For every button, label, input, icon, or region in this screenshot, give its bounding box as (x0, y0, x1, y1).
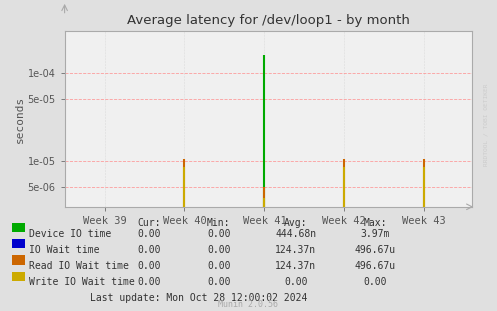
Text: Last update: Mon Oct 28 12:00:02 2024: Last update: Mon Oct 28 12:00:02 2024 (90, 293, 308, 303)
Text: Avg:: Avg: (284, 218, 308, 228)
Text: RRDTOOL / TOBI OETIKER: RRDTOOL / TOBI OETIKER (483, 83, 488, 166)
Text: Write IO Wait time: Write IO Wait time (29, 277, 135, 287)
Text: 0.00: 0.00 (284, 277, 308, 287)
Text: IO Wait time: IO Wait time (29, 245, 99, 255)
Text: 496.67u: 496.67u (355, 261, 396, 271)
Text: 0.00: 0.00 (207, 229, 231, 239)
Text: 0.00: 0.00 (137, 261, 161, 271)
Text: 3.97m: 3.97m (360, 229, 390, 239)
Text: 0.00: 0.00 (207, 277, 231, 287)
Text: 124.37n: 124.37n (275, 261, 316, 271)
Title: Average latency for /dev/loop1 - by month: Average latency for /dev/loop1 - by mont… (127, 14, 410, 27)
Text: Cur:: Cur: (137, 218, 161, 228)
Text: Read IO Wait time: Read IO Wait time (29, 261, 129, 271)
Text: 0.00: 0.00 (137, 277, 161, 287)
Text: 496.67u: 496.67u (355, 245, 396, 255)
Text: Max:: Max: (363, 218, 387, 228)
Text: 0.00: 0.00 (207, 261, 231, 271)
Text: 0.00: 0.00 (137, 229, 161, 239)
Text: Munin 2.0.56: Munin 2.0.56 (219, 300, 278, 309)
Text: 0.00: 0.00 (363, 277, 387, 287)
Text: Device IO time: Device IO time (29, 229, 111, 239)
Y-axis label: seconds: seconds (15, 95, 25, 142)
Text: 0.00: 0.00 (207, 245, 231, 255)
Text: 124.37n: 124.37n (275, 245, 316, 255)
Text: 444.68n: 444.68n (275, 229, 316, 239)
Text: 0.00: 0.00 (137, 245, 161, 255)
Text: Min:: Min: (207, 218, 231, 228)
